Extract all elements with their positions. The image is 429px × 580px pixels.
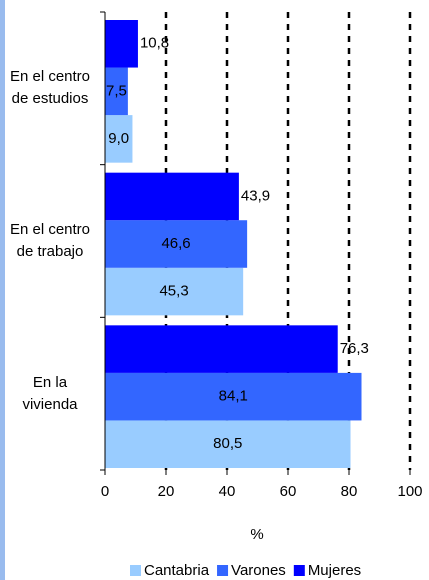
x-tick-label: 40	[219, 483, 236, 500]
data-label: 7,5	[106, 82, 127, 99]
data-label: 76,3	[340, 340, 369, 357]
legend-label: Mujeres	[308, 562, 361, 579]
bar	[105, 115, 133, 163]
legend-label: Varones	[231, 562, 286, 579]
data-label: 45,3	[159, 283, 188, 300]
bar	[105, 420, 351, 468]
bar	[105, 220, 248, 268]
bar	[105, 172, 239, 221]
legend-swatch	[217, 565, 229, 576]
bar	[105, 267, 244, 316]
category-label: En la vivienda	[22, 373, 78, 413]
x-axis-label: %	[250, 526, 263, 543]
side-strip	[0, 0, 5, 580]
data-label: 80,5	[213, 435, 242, 452]
category-label: En el centro de estudios	[9, 68, 91, 108]
legend-swatch	[293, 565, 305, 576]
x-tick-label: 0	[101, 483, 109, 500]
bar	[105, 67, 128, 116]
bar	[105, 325, 338, 373]
data-label: 84,1	[219, 388, 248, 405]
legend-swatch	[130, 565, 141, 576]
data-label: 46,6	[161, 235, 190, 252]
x-tick-label: 100	[397, 483, 422, 500]
data-label: 43,9	[241, 187, 270, 204]
x-tick-label: 60	[280, 483, 297, 500]
x-tick-label: 80	[341, 483, 358, 500]
bar	[105, 20, 138, 68]
x-tick-label: 20	[158, 483, 175, 500]
category-label: En el centro de trabajo	[9, 221, 91, 260]
legend-label: Cantabria	[144, 562, 210, 579]
data-label: 10,8	[140, 35, 169, 52]
bar	[105, 372, 362, 421]
data-label: 9,0	[108, 130, 129, 147]
